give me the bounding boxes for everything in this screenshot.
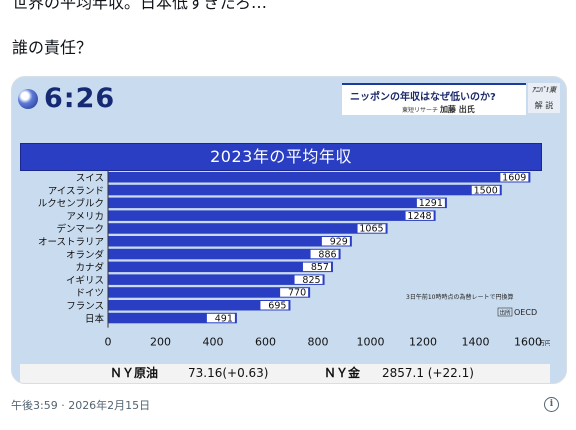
value-label-bg xyxy=(500,173,529,182)
source-label: 出所 xyxy=(499,309,511,317)
guest-name: 加藤 出氏 xyxy=(439,105,475,114)
channel-logo-icon xyxy=(18,88,38,109)
gold-label: ＮＹ金 xyxy=(324,366,361,380)
broadcast-time: 6:26 xyxy=(44,83,116,114)
bar xyxy=(108,172,531,183)
x-unit-label: 万円 xyxy=(539,341,550,348)
source-label-box xyxy=(497,307,513,317)
topic-caption: ニッポンの年収はなぜ低いのか? 東短リサーチ 加藤 出氏 xyxy=(342,83,526,115)
bar xyxy=(108,248,341,260)
category-label: ドイツ xyxy=(75,288,104,299)
category-label: カナダ xyxy=(75,262,104,274)
value-label-bg xyxy=(357,224,386,233)
guest-org: 東短リサーチ xyxy=(402,107,439,114)
x-tick-label: 1400 xyxy=(462,336,490,349)
corner-logo: ｱﾆﾊﾞ!東 xyxy=(531,86,557,94)
bar xyxy=(108,210,436,221)
x-tick-label: 1600 xyxy=(514,336,542,349)
value-label: 770 xyxy=(288,288,306,299)
source-note: 3日午前10時時点の為替レートで円換算 xyxy=(406,293,513,301)
category-label: フランス xyxy=(66,301,104,312)
post-media-image[interactable]: 6:26 ニッポンの年収はなぜ低いのか? 東短リサーチ 加藤 出氏 ｱﾆﾊﾞ!東… xyxy=(11,76,567,384)
corner-badge: ｱﾆﾊﾞ!東 解 説 xyxy=(528,83,560,113)
source-org: OECD xyxy=(514,308,537,317)
bar xyxy=(108,312,237,324)
value-label: 825 xyxy=(302,275,320,286)
corner-label: 解 説 xyxy=(534,101,554,110)
post-text-line2: 誰の責任？ xyxy=(12,38,93,57)
category-label: 日本 xyxy=(85,313,105,325)
x-tick-label: 400 xyxy=(203,336,224,349)
x-tick-label: 1000 xyxy=(357,336,385,349)
x-tick-label: 0 xyxy=(105,336,112,349)
x-tick-label: 1200 xyxy=(409,336,437,349)
market-ticker: ＮＹ原油 73.16(+0.63) ＮＹ金 2857.1 (+22.1) xyxy=(20,364,550,383)
value-label-bg xyxy=(310,249,339,259)
bar xyxy=(108,287,311,298)
value-label-bg xyxy=(321,237,350,246)
category-label: アイスランド xyxy=(48,186,104,197)
value-label: 491 xyxy=(215,313,233,324)
bar xyxy=(108,184,502,196)
value-label-bg xyxy=(471,185,500,195)
post-text-line1: 世界の平均年収。日本低すぎだろ… xyxy=(12,0,268,12)
topic-headline: ニッポンの年収はなぜ低いのか? xyxy=(350,92,496,103)
info-icon[interactable]: i xyxy=(544,397,559,412)
value-label: 929 xyxy=(330,237,348,248)
category-label: スイス xyxy=(76,173,104,184)
category-label: オーストラリア xyxy=(38,237,104,248)
bar xyxy=(108,197,447,209)
value-label: 886 xyxy=(318,249,336,260)
bar xyxy=(108,236,352,247)
oil-label: ＮＹ原油 xyxy=(110,366,159,380)
bar xyxy=(108,261,333,273)
chart-title: 2023年の平均年収 xyxy=(20,143,542,171)
value-label-bg xyxy=(416,198,445,208)
oil-value: 73.16(+0.63) xyxy=(188,366,269,380)
value-label: 1291 xyxy=(419,198,443,209)
salary-bar-chart: スイス 1609 アイスランド 1500 ルクセンブルク 1291 アメリカ 1248 デンマー… xyxy=(20,169,550,364)
value-label: 1500 xyxy=(474,185,498,196)
value-label-bg xyxy=(260,301,289,310)
category-label: デンマーク xyxy=(56,223,104,235)
bar xyxy=(108,223,388,234)
category-label: オランダ xyxy=(66,249,105,261)
x-tick-label: 800 xyxy=(308,336,329,349)
broadcast-clock: 6:26 xyxy=(18,83,115,114)
post-timestamp[interactable]: 午後3:59 · 2026年2月15日 xyxy=(11,399,151,412)
category-label: ルクセンブルク xyxy=(38,198,104,210)
guest-caption: 東短リサーチ 加藤 出氏 xyxy=(402,104,475,115)
value-label-bg xyxy=(206,313,235,323)
bar xyxy=(108,300,291,311)
gold-value: 2857.1 (+22.1) xyxy=(382,366,474,380)
chart-svg: スイス 1609 アイスランド 1500 ルクセンブルク 1291 アメリカ 1248 デンマー… xyxy=(38,170,550,349)
value-label: 1609 xyxy=(502,173,526,184)
value-label: 1065 xyxy=(359,224,383,235)
value-label-bg xyxy=(405,211,434,220)
value-label: 1248 xyxy=(407,211,431,222)
x-tick-label: 200 xyxy=(150,336,171,349)
bar xyxy=(108,274,325,285)
category-label: イギリス xyxy=(66,275,104,286)
value-label-bg xyxy=(294,275,323,284)
value-label-bg xyxy=(280,288,309,297)
value-label-bg xyxy=(302,262,331,272)
category-label: アメリカ xyxy=(66,211,104,222)
value-label: 695 xyxy=(268,301,286,312)
value-label: 857 xyxy=(311,262,329,273)
x-tick-label: 600 xyxy=(255,336,276,349)
